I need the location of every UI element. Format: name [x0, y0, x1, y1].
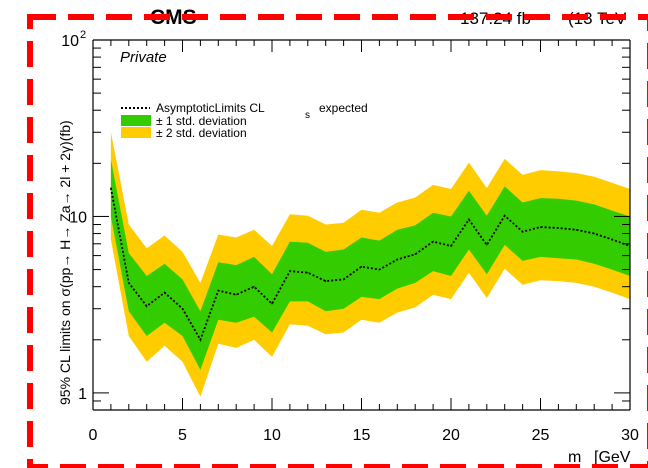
x-tick-label: 5 [178, 427, 187, 444]
x-tick-label: 0 [89, 427, 98, 444]
expected-point [504, 215, 506, 217]
expected-point [539, 226, 542, 228]
expected-point [235, 294, 237, 296]
expected-point [557, 227, 560, 229]
axis-ticks [92, 39, 631, 410]
expected-point [575, 229, 577, 231]
x-tick-label: 15 [353, 427, 371, 444]
legend-expected-label: AsymptoticLimits CL [156, 101, 265, 115]
x-tick-label: 20 [442, 427, 460, 444]
expected-point [343, 278, 345, 280]
expected-point [611, 238, 613, 241]
x-tick-label: 25 [532, 427, 550, 444]
expected-point [522, 231, 524, 233]
expected-point [289, 270, 291, 272]
expected-point [128, 282, 130, 284]
expected-point [199, 339, 201, 341]
y-axis-label: 95% CL limits on σ(pp→ H→ Za→ 2l + 2γ)(f… [57, 120, 73, 405]
uncertainty-bands [110, 132, 630, 397]
expected-point [110, 187, 112, 189]
x-tick-label: 30 [621, 427, 639, 444]
y-tick-label: 10 [69, 209, 87, 226]
expected-point [468, 219, 470, 221]
highlight-frame [27, 14, 648, 468]
expected-point [486, 244, 488, 246]
expected-point [378, 269, 380, 271]
expected-point [271, 303, 273, 305]
expected-point [432, 241, 434, 243]
y-tick-label: 1 [78, 386, 87, 403]
private-label: Private [120, 49, 167, 66]
legend-sigma1-label: ± 1 std. deviation [156, 114, 247, 128]
expected-limit-line [110, 187, 631, 342]
x-axis-label-unit: [GeV [594, 449, 631, 466]
expected-point [396, 258, 398, 261]
expected-point [164, 292, 166, 294]
expected-point [414, 253, 416, 255]
legend-sigma2-swatch [121, 127, 151, 138]
expected-point [325, 280, 327, 282]
legend: AsymptoticLimits CL s expected ± 1 std. … [121, 101, 368, 140]
legend-sigma1-swatch [121, 115, 151, 126]
legend-sigma2-label: ± 2 std. deviation [156, 126, 247, 140]
expected-point [307, 272, 309, 274]
legend-expected-suffix: expected [319, 101, 368, 115]
expected-point [217, 290, 219, 292]
y-tick-superscript: 2 [80, 29, 86, 41]
legend-expected-sub: s [305, 110, 310, 121]
x-axis-label: m [568, 449, 581, 466]
expected-point [146, 305, 148, 307]
expected-point [593, 232, 595, 235]
energy-label: (13 TeV [568, 9, 627, 28]
sigma1-band [110, 159, 630, 370]
expected-point [253, 286, 255, 288]
x-tick-label: 10 [263, 427, 281, 444]
expected-point [181, 308, 184, 310]
expected-point [360, 266, 363, 268]
experiment-label: CMS [150, 6, 197, 29]
expected-point [450, 245, 452, 247]
y-tick-label: 10 [61, 33, 79, 50]
